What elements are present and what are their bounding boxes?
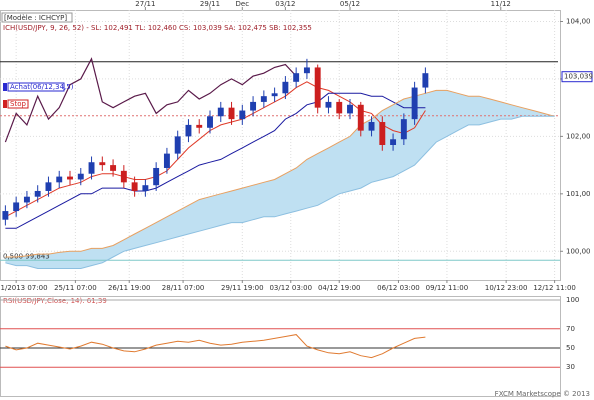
candle-body: [163, 153, 170, 168]
x-tick-label: 26/11 19:00: [108, 284, 151, 292]
x-tick-label: 06/12 03:00: [377, 284, 420, 292]
x-tick-label: 04/12 19:00: [318, 284, 361, 292]
y-tick-label: 102,00: [566, 132, 591, 140]
candle-body: [303, 67, 310, 74]
marker-swatch: [3, 100, 7, 108]
candle-body: [56, 176, 63, 183]
candle-body: [325, 101, 332, 108]
model-label: [Modèle : ICHCYP]: [4, 14, 67, 22]
candle-body: [142, 185, 149, 191]
indicator-line: [5, 92, 426, 229]
candle-body: [400, 119, 407, 140]
candle-body: [2, 211, 9, 220]
candle-body: [23, 196, 30, 203]
x-tick-label: 09/12 11:00: [426, 284, 469, 292]
candle-body: [99, 162, 106, 166]
y-tick-label: 50: [566, 344, 575, 352]
candle-body: [411, 87, 418, 120]
footer: FXCM Marketscope © 2013: [495, 390, 590, 398]
marker-label: Achat(06/12,34,5): [10, 83, 74, 91]
model-box: [1, 12, 73, 23]
y-tick-label: 100: [566, 296, 579, 304]
candle-body: [110, 165, 117, 171]
top-x-tick-label: Dec: [236, 0, 250, 8]
cloud: [5, 90, 555, 269]
y-tick-label: 100,00: [566, 247, 591, 255]
y-tick-label: 70: [566, 325, 575, 333]
y-tick-label: 30: [566, 363, 575, 371]
top-x-tick-label: 11/12: [491, 0, 511, 8]
candle-body: [379, 122, 386, 145]
candle-body: [207, 116, 213, 128]
indicator-line: [5, 89, 555, 258]
rsi-line: [5, 334, 426, 359]
main-frame: [0, 10, 561, 281]
indicator-line: [4, 57, 297, 143]
marker-swatch: [3, 83, 7, 91]
candle-body: [196, 124, 203, 128]
candle-body: [250, 101, 257, 111]
indicator-line: [5, 81, 426, 218]
candle-body: [67, 176, 73, 180]
candle-body: [239, 110, 246, 120]
candle-body: [131, 182, 138, 191]
candle-body: [34, 190, 41, 197]
rsi-frame: [0, 296, 561, 397]
last-price-label: 103,039: [564, 73, 593, 81]
marker-label: Stop: [10, 100, 26, 108]
candle-body: [77, 173, 84, 180]
candle-body: [347, 104, 353, 114]
candle-body: [88, 162, 95, 174]
x-tick-label: 29/11 19:00: [221, 284, 264, 292]
x-tick-label: 25/11 07:00: [54, 284, 97, 292]
candle-body: [228, 107, 235, 120]
candle-body: [217, 107, 224, 117]
candle-body: [368, 122, 375, 131]
indicator-line: [5, 115, 555, 269]
top-x-tick-label: 03/12: [275, 0, 295, 8]
indicator-label: ICH(USD/JPY, 9, 26, 52) - SL: 102,491 TL…: [3, 24, 312, 32]
candle-body: [153, 167, 160, 186]
y-tick-label: 104,00: [566, 17, 591, 25]
candle-body: [271, 93, 278, 97]
top-x-tick-label: 29/11: [200, 0, 220, 8]
plot-layer: 104,00103,00102,00101,00100,0021/11/2013…: [0, 0, 593, 371]
candle-body: [390, 139, 397, 145]
candle-body: [260, 96, 267, 102]
candle-body: [174, 136, 181, 154]
y-tick-label: 101,00: [566, 190, 591, 198]
x-tick-label: 21/11/2013 07:00: [0, 284, 48, 292]
candle-body: [120, 170, 127, 183]
candle-body: [282, 81, 289, 94]
rsi-title: RSI(USD/JPY,Close, 14): 61,39: [3, 297, 107, 305]
candle-body: [13, 202, 20, 212]
candle-body: [357, 104, 364, 131]
candle-body: [422, 73, 429, 88]
candle-body: [314, 67, 321, 108]
marker-box: [7, 82, 65, 92]
candle-body: [185, 124, 192, 137]
top-x-tick-label: 05/12: [340, 0, 360, 8]
x-tick-label: 12/12 11:00: [533, 284, 576, 292]
marker-box: [7, 99, 29, 109]
last-price-tag: [561, 71, 593, 83]
x-tick-label: 03/12 03:00: [269, 284, 312, 292]
x-tick-label: 28/11 07:00: [162, 284, 205, 292]
candle-body: [293, 73, 300, 82]
candle-body: [45, 182, 52, 191]
candle-body: [336, 101, 343, 114]
x-tick-label: 10/12 23:00: [485, 284, 528, 292]
top-x-tick-label: 27/11: [135, 0, 155, 8]
